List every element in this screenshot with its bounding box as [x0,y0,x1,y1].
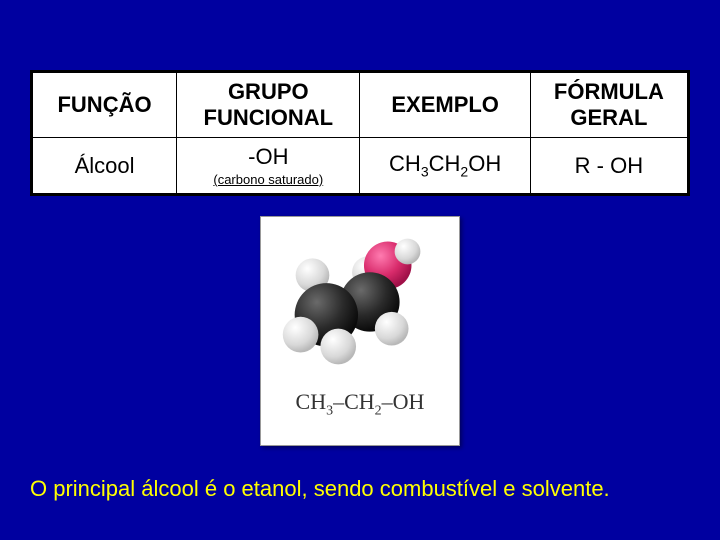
table: FUNÇÃO GRUPO FUNCIONAL EXEMPLO FÓRMULA G… [32,72,688,194]
cell-funcao: Álcool [33,138,177,194]
header-grupo: GRUPO FUNCIONAL [177,73,360,138]
cell-formula: R - OH [530,138,687,194]
table-header-row: FUNÇÃO GRUPO FUNCIONAL EXEMPLO FÓRMULA G… [33,73,688,138]
molecule-figure: CH3–CH2–OH [260,216,460,446]
header-formula: FÓRMULA GERAL [530,73,687,138]
table-row: Álcool -OH (carbono saturado) CH3CH2OH R… [33,138,688,194]
function-table: FUNÇÃO GRUPO FUNCIONAL EXEMPLO FÓRMULA G… [30,70,690,196]
grupo-sub: (carbono saturado) [185,172,351,187]
molecule-formula: CH3–CH2–OH [261,377,459,419]
caption-text: O principal álcool é o etanol, sendo com… [30,476,690,502]
header-funcao: FUNÇÃO [33,73,177,138]
cell-exemplo: CH3CH2OH [360,138,530,194]
grupo-main: -OH [248,144,288,169]
cell-grupo: -OH (carbono saturado) [177,138,360,194]
molecule-svg [261,217,459,377]
header-exemplo: EXEMPLO [360,73,530,138]
